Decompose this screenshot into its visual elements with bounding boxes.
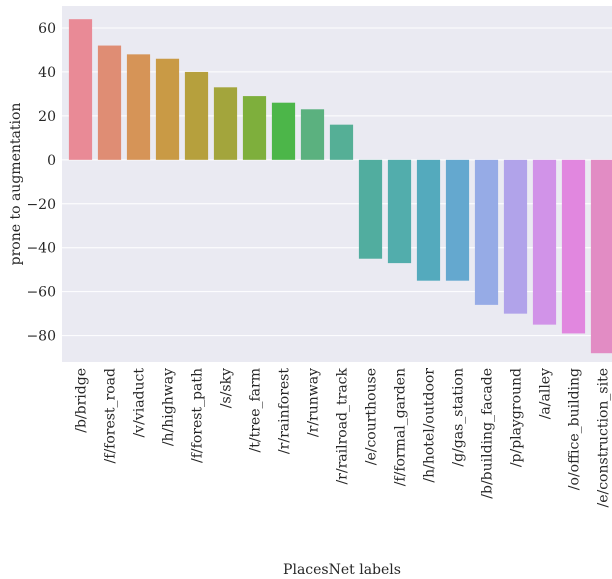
- bar: [184, 71, 209, 160]
- x-axis-ticks: /b/bridge/f/forest_road/v/viaduct/h/high…: [74, 367, 612, 508]
- bar: [590, 159, 612, 354]
- x-tick-label: /f/forest_road: [103, 368, 119, 463]
- bar: [329, 124, 354, 160]
- bar: [358, 159, 383, 259]
- x-tick-label: /t/tree_farm: [248, 368, 264, 452]
- x-tick-label: /r/railroad_track: [335, 367, 351, 484]
- y-tick-label: −20: [26, 197, 56, 213]
- x-tick-label: /r/rainforest: [277, 368, 293, 454]
- bars: [68, 19, 612, 354]
- bar: [503, 159, 528, 314]
- x-tick-label: /a/alley: [538, 368, 554, 419]
- x-tick-label: /f/formal_garden: [393, 368, 409, 486]
- x-tick-label: /v/viaduct: [132, 368, 148, 438]
- bar: [242, 96, 267, 160]
- bar: [213, 87, 238, 160]
- x-axis-label: PlacesNet labels: [283, 562, 401, 578]
- x-tick-label: /f/forest_path: [190, 368, 206, 463]
- y-tick-label: 40: [38, 65, 56, 81]
- x-tick-label: /s/sky: [219, 368, 235, 408]
- x-tick-label: /o/office_building: [567, 368, 583, 490]
- y-axis-ticks: 60 40 20 0 −20 −40 −60 −80: [26, 21, 56, 345]
- x-tick-label: /g/gas_station: [451, 368, 467, 467]
- bar: [126, 54, 151, 160]
- x-tick-label: /r/runway: [306, 368, 322, 437]
- bar: [68, 19, 93, 160]
- bar: [300, 109, 325, 160]
- bar: [387, 159, 412, 264]
- bar: [155, 58, 180, 160]
- y-tick-label: 60: [38, 21, 56, 37]
- x-tick-label: /e/courthouse: [364, 368, 380, 465]
- bar: [561, 159, 586, 334]
- x-tick-label: /b/building_facade: [480, 368, 496, 499]
- bar: [474, 159, 499, 305]
- x-tick-label: /h/hotel/outdoor: [422, 368, 438, 483]
- y-tick-label: −60: [26, 285, 56, 301]
- bar: [532, 159, 557, 325]
- x-tick-label: /h/highway: [161, 368, 177, 446]
- x-tick-label: /p/playground: [509, 368, 525, 467]
- bar: [97, 45, 122, 160]
- bar: [271, 102, 296, 160]
- x-tick-label: /e/construction_site: [596, 368, 612, 508]
- y-tick-label: −40: [26, 241, 56, 257]
- y-tick-label: 20: [38, 109, 56, 125]
- y-tick-label: −80: [26, 329, 56, 345]
- y-tick-label: 0: [47, 153, 56, 169]
- x-tick-label: /b/bridge: [74, 368, 90, 433]
- y-axis-label: prone to augmentation: [8, 103, 24, 266]
- bar: [445, 159, 470, 281]
- bar: [416, 159, 441, 281]
